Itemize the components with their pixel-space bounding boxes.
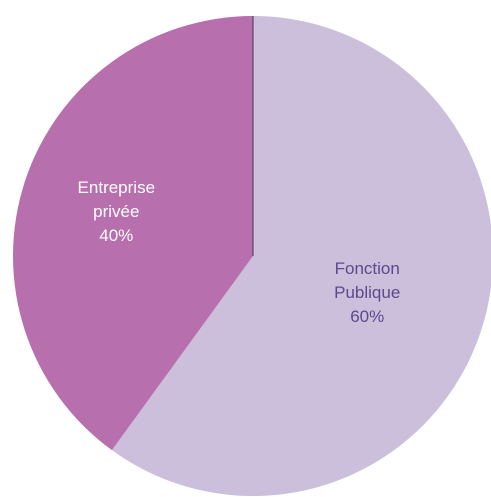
slice-label-entreprise-privee: Entreprise privée 40% [78, 176, 155, 248]
slice-name-line2: privée [93, 201, 140, 221]
slice-name-line1: Entreprise [77, 177, 156, 197]
pie-slice-0 [111, 16, 491, 496]
pie-slice-1 [12, 16, 253, 451]
slice-label-fonction-publique: Fonction Publique 60% [334, 257, 400, 329]
slice-percent: 40% [99, 225, 134, 245]
slice-name-line1: Fonction [334, 259, 400, 279]
slice-name-line2: Publique [334, 283, 401, 303]
slice-percent: 60% [350, 307, 385, 327]
